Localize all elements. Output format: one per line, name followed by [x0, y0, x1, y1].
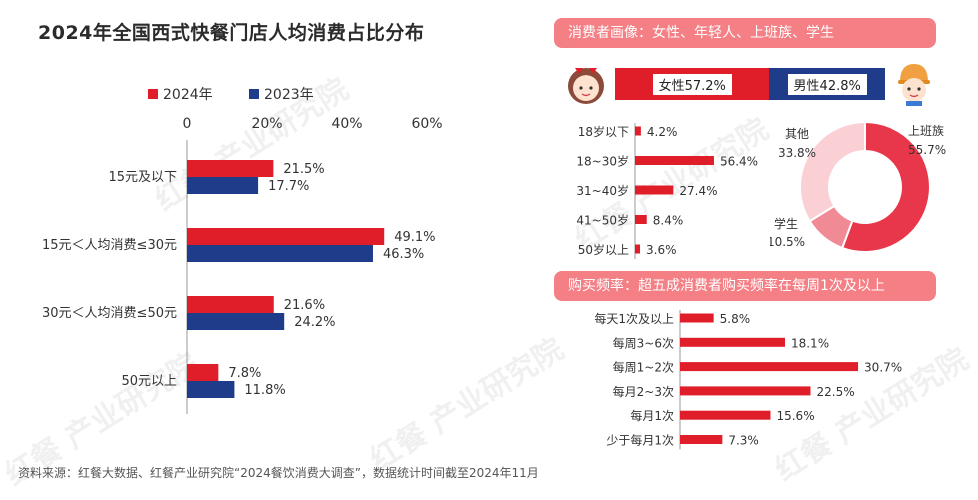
occupation-donut-chart: 上班族 55.7% 学生 10.5% 其他 33.8% — [770, 120, 946, 253]
bar — [635, 156, 714, 165]
bar — [680, 337, 785, 347]
category-label: 每天1次及以上 — [594, 311, 674, 326]
bar — [187, 160, 274, 177]
category-label: 每周3~6次 — [613, 335, 674, 350]
bar-value-label: 22.5% — [817, 385, 855, 399]
bar-value-label: 8.4% — [653, 214, 684, 228]
slice-name-label: 学生 — [774, 216, 798, 231]
bar-value-label: 5.8% — [720, 312, 751, 326]
bar — [680, 410, 771, 420]
bar-value-label: 30.7% — [864, 361, 902, 375]
bar-value-label: 17.7% — [268, 179, 309, 194]
category-label: 每月1次 — [630, 408, 674, 423]
male-label: 男性42.8% — [787, 73, 867, 95]
gender-bar: 女性57.2% 男性42.8% — [615, 68, 885, 100]
bar — [187, 296, 274, 313]
category-label: 15元及以下 — [108, 170, 177, 185]
legend-swatch — [148, 89, 158, 99]
bar-value-label: 18.1% — [791, 336, 829, 350]
category-label: 少于每月1次 — [606, 433, 674, 448]
bar — [187, 364, 219, 381]
female-label: 女性57.2% — [652, 73, 732, 95]
boy-avatar-icon — [898, 64, 930, 106]
girl-avatar-icon — [568, 68, 604, 104]
category-label: 31~40岁 — [576, 183, 629, 198]
male-segment: 男性42.8% — [769, 68, 885, 100]
bar-value-label: 3.6% — [646, 243, 677, 257]
bar — [187, 381, 235, 398]
bar-value-label: 21.5% — [283, 162, 324, 177]
bar — [680, 313, 714, 323]
category-label: 18~30岁 — [576, 154, 629, 169]
legend-label: 2024年 — [163, 87, 213, 103]
age-distribution-chart: 18岁以下 4.2% 18~30岁 56.4% 31~40岁 27.4% 41~50岁 8.4… — [576, 123, 758, 259]
legend-swatch — [249, 89, 259, 99]
category-label: 每月2~3次 — [613, 384, 674, 399]
category-label: 50元以上 — [121, 374, 177, 389]
bar — [187, 313, 285, 330]
slice-value-label: 55.7% — [908, 143, 946, 157]
x-tick-label: 60% — [411, 116, 442, 132]
bar-value-label: 15.6% — [776, 409, 814, 423]
frequency-header: 购买频率：超五成消费者购买频率在每周1次及以上 — [554, 271, 936, 301]
bar — [187, 245, 373, 262]
category-label: 50岁以上 — [578, 242, 629, 257]
donut-slice — [840, 120, 931, 253]
page-title: 2024年全国西式快餐门店人均消费占比分布 — [38, 22, 425, 44]
bar-value-label: 49.1% — [394, 230, 435, 245]
source-footnote: 资料来源：红餐大数据、红餐产业研究院“2024餐饮消费大调查”，数据统计时间截至… — [18, 466, 539, 480]
bar — [635, 185, 674, 195]
bar — [680, 435, 723, 444]
x-tick-label: 40% — [331, 116, 362, 132]
bar-value-label: 7.8% — [228, 366, 261, 381]
donut-slice — [799, 120, 866, 223]
slice-name-label: 其他 — [785, 127, 809, 141]
bar-value-label: 21.6% — [284, 298, 325, 313]
legend-label: 2023年 — [264, 87, 314, 103]
x-tick-label: 20% — [251, 116, 282, 132]
bar — [187, 177, 259, 194]
bar-value-label: 27.4% — [679, 184, 717, 198]
bar-value-label: 46.3% — [383, 247, 424, 262]
purchase-frequency-chart: 每天1次及以上 5.8% 每周3~6次 18.1% 每周1~2次 30.7% 每月2~3次 2… — [594, 310, 902, 450]
spending-distribution-chart: 2024年 2023年 0 20% 40% 60% 15元及以下 21.5% 17.7% 15元＜… — [42, 87, 443, 414]
category-label: 30元＜人均消费≤50元 — [42, 306, 177, 321]
bar — [187, 228, 385, 245]
bar-value-label: 56.4% — [720, 155, 758, 169]
bar — [680, 362, 859, 372]
slice-value-label: 10.5% — [770, 235, 805, 249]
bar — [635, 126, 641, 136]
x-tick-label: 0 — [183, 116, 192, 132]
female-segment: 女性57.2% — [615, 68, 770, 100]
bar — [680, 386, 811, 396]
slice-value-label: 33.8% — [778, 146, 816, 160]
category-label: 18岁以下 — [578, 124, 629, 139]
category-label: 15元＜人均消费≤30元 — [42, 238, 177, 253]
category-label: 41~50岁 — [576, 213, 629, 228]
bar-value-label: 11.8% — [244, 383, 285, 398]
bar — [635, 244, 641, 254]
category-label: 每周1~2次 — [613, 360, 674, 375]
bar-value-label: 24.2% — [294, 315, 335, 330]
bar-value-label: 4.2% — [647, 125, 678, 139]
slice-name-label: 上班族 — [908, 124, 944, 138]
bar — [635, 215, 647, 224]
portrait-header: 消费者画像：女性、年轻人、上班族、学生 — [554, 18, 936, 48]
bar-value-label: 7.3% — [728, 434, 759, 448]
